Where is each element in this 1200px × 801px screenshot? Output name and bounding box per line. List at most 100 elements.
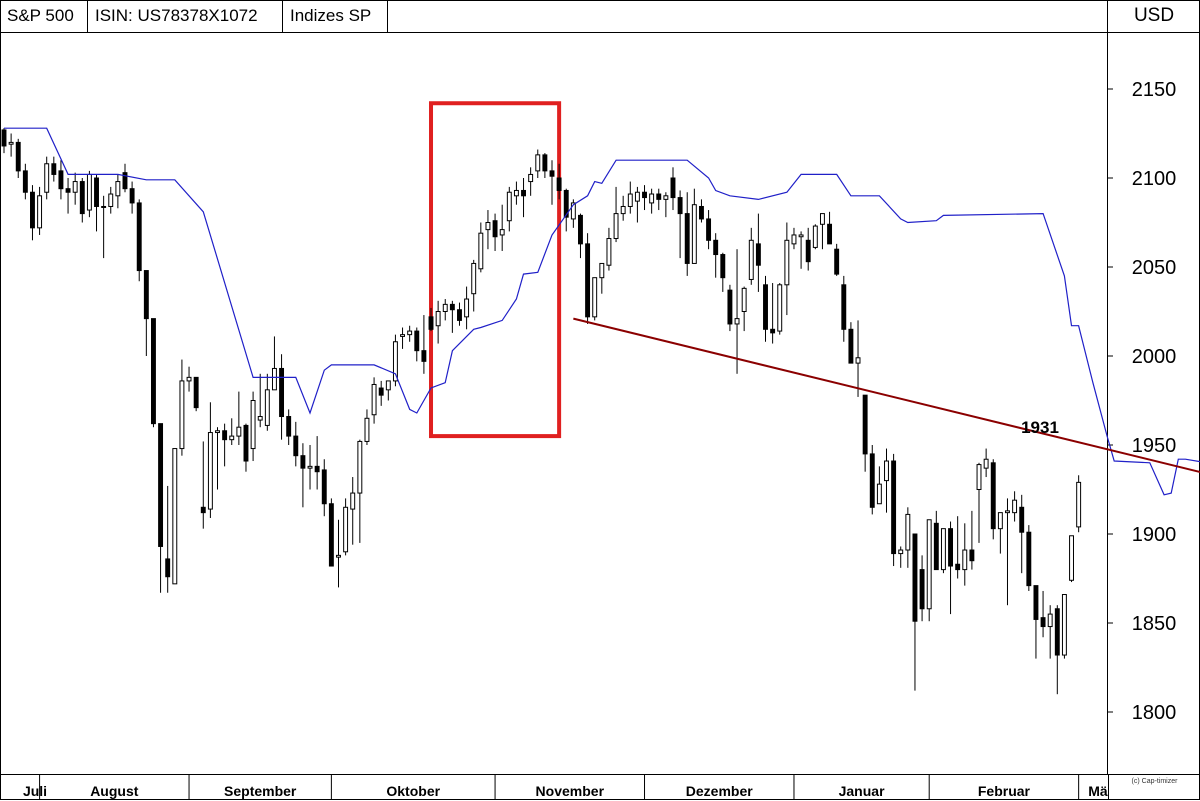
candle-down[interactable]: [143, 270, 149, 320]
candle-down[interactable]: [1033, 585, 1039, 620]
candle-up[interactable]: [528, 173, 534, 183]
candle-down[interactable]: [1054, 608, 1060, 656]
candle-up[interactable]: [37, 195, 43, 229]
candle-down[interactable]: [770, 328, 776, 334]
candle-down[interactable]: [328, 503, 334, 567]
candle-up[interactable]: [336, 554, 341, 558]
candle-down[interactable]: [1019, 506, 1025, 533]
candle-down[interactable]: [698, 205, 704, 220]
candle-up[interactable]: [1076, 481, 1082, 528]
candle-up[interactable]: [108, 193, 114, 207]
candle-up[interactable]: [271, 367, 277, 391]
candle-up[interactable]: [343, 506, 349, 553]
candle-up[interactable]: [464, 298, 470, 318]
candle-up[interactable]: [784, 239, 790, 286]
candle-up[interactable]: [307, 465, 313, 469]
candle-up[interactable]: [741, 287, 747, 312]
candle-down[interactable]: [670, 177, 676, 199]
candle-up[interactable]: [229, 435, 235, 441]
candle-up[interactable]: [926, 519, 932, 610]
candle-up[interactable]: [940, 528, 946, 571]
candle-down[interactable]: [549, 170, 555, 177]
candle-up[interactable]: [627, 193, 633, 207]
candle-down[interactable]: [193, 376, 199, 409]
candle-up[interactable]: [72, 181, 78, 193]
candle-up[interactable]: [884, 460, 889, 482]
candle-down[interactable]: [79, 181, 85, 215]
candle-up[interactable]: [1061, 594, 1067, 656]
candle-down[interactable]: [300, 455, 306, 469]
candle-down[interactable]: [51, 163, 57, 175]
candle-down[interactable]: [457, 309, 462, 321]
candle-up[interactable]: [734, 318, 740, 325]
candle-up[interactable]: [777, 284, 783, 332]
candle-down[interactable]: [414, 330, 420, 352]
candle-up[interactable]: [499, 229, 505, 236]
candle-down[interactable]: [521, 189, 526, 197]
candle-down[interactable]: [727, 289, 733, 325]
candle-up[interactable]: [8, 141, 14, 145]
candle-down[interactable]: [841, 284, 847, 330]
candle-down[interactable]: [15, 141, 21, 172]
candle-up[interactable]: [207, 432, 213, 510]
candle-up[interactable]: [172, 448, 178, 585]
candle-down[interactable]: [933, 522, 939, 571]
candle-up[interactable]: [215, 430, 220, 434]
candle-up[interactable]: [364, 417, 370, 442]
candle-up[interactable]: [592, 277, 598, 318]
candle-up[interactable]: [620, 205, 626, 215]
candle-down[interactable]: [94, 177, 99, 207]
candle-up[interactable]: [905, 513, 911, 551]
candle-down[interactable]: [428, 316, 434, 330]
exchange-label[interactable]: Indizes SP: [283, 0, 388, 32]
candle-up[interactable]: [513, 189, 519, 197]
candle-down[interactable]: [158, 423, 164, 547]
candle-down[interactable]: [378, 387, 384, 396]
candle-up[interactable]: [350, 492, 356, 510]
candle-up[interactable]: [186, 376, 192, 382]
candle-up[interactable]: [471, 262, 477, 295]
candle-up[interactable]: [1069, 535, 1074, 581]
candle-down[interactable]: [492, 220, 498, 238]
candle-down[interactable]: [720, 254, 726, 279]
candle-down[interactable]: [243, 424, 249, 462]
candle-down[interactable]: [848, 328, 854, 364]
candle-up[interactable]: [236, 426, 242, 437]
candle-down[interactable]: [279, 367, 285, 418]
candle-down[interactable]: [22, 170, 28, 193]
candle-down[interactable]: [919, 569, 925, 610]
isin-label[interactable]: ISIN: US78378X1072: [88, 0, 283, 32]
candle-down[interactable]: [122, 172, 128, 190]
candle-down[interactable]: [30, 191, 35, 229]
candle-up[interactable]: [392, 341, 398, 382]
candle-down[interactable]: [891, 460, 897, 555]
candle-down[interactable]: [948, 528, 954, 567]
candle-down[interactable]: [578, 214, 583, 245]
candle-down[interactable]: [763, 284, 768, 330]
candle-down[interactable]: [713, 239, 719, 256]
candle-down[interactable]: [684, 213, 690, 264]
candle-down[interactable]: [293, 435, 299, 457]
candle-down[interactable]: [542, 154, 548, 172]
candle-up[interactable]: [599, 262, 605, 279]
candle-up[interactable]: [898, 549, 904, 555]
candle-up[interactable]: [983, 458, 989, 469]
candle-down[interactable]: [862, 394, 868, 455]
candle-up[interactable]: [478, 232, 484, 270]
candle-down[interactable]: [642, 191, 647, 199]
candle-up[interactable]: [264, 389, 270, 426]
candle-up[interactable]: [44, 163, 50, 193]
candle-down[interactable]: [321, 469, 327, 505]
candle-up[interactable]: [791, 234, 797, 245]
candle-down[interactable]: [912, 533, 918, 622]
candle-up[interactable]: [1005, 510, 1010, 514]
candle-up[interactable]: [691, 204, 697, 264]
candle-down[interactable]: [449, 303, 455, 311]
candle-up[interactable]: [257, 416, 263, 421]
candle-up[interactable]: [1012, 499, 1018, 514]
candle-down[interactable]: [136, 202, 142, 272]
candle-down[interactable]: [805, 239, 811, 263]
candle-down[interactable]: [677, 197, 683, 215]
candle-up[interactable]: [962, 549, 968, 571]
instrument-name[interactable]: S&P 500: [0, 0, 88, 32]
